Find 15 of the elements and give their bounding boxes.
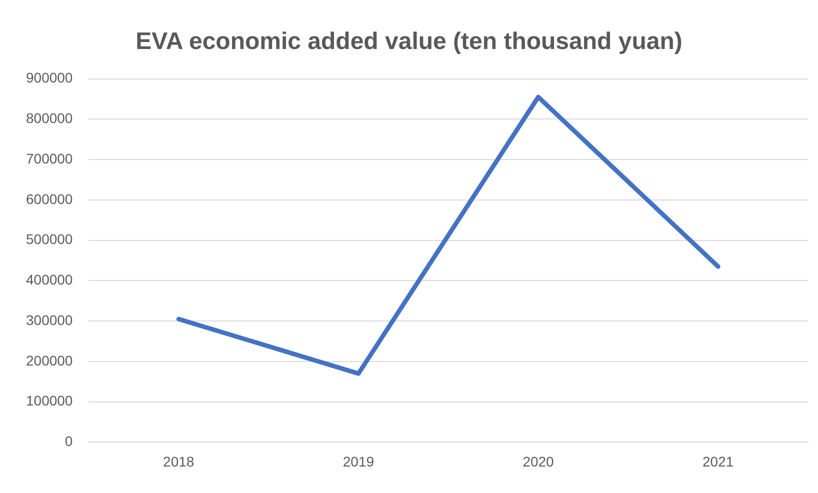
y-tick-label: 300000	[26, 312, 73, 328]
y-tick-label: 600000	[26, 190, 73, 207]
x-tick-label: 2021	[702, 453, 734, 470]
x-tick-label: 2019	[342, 453, 374, 470]
x-tick-label: 2018	[163, 453, 194, 470]
y-tick-label: 100000	[26, 392, 73, 409]
y-tick-label: 700000	[26, 150, 73, 166]
chart-title: EVA economic added value (ten thousand yuan)	[136, 28, 682, 56]
y-tick-label: 400000	[26, 272, 73, 288]
y-tick-label: 500000	[26, 231, 73, 248]
y-tick-label: 900000	[26, 70, 73, 86]
y-tick-label: 0	[64, 433, 73, 450]
y-tick-label: 800000	[26, 110, 73, 126]
y-tick-label: 200000	[26, 352, 73, 368]
x-tick-label: 2020	[522, 453, 554, 470]
